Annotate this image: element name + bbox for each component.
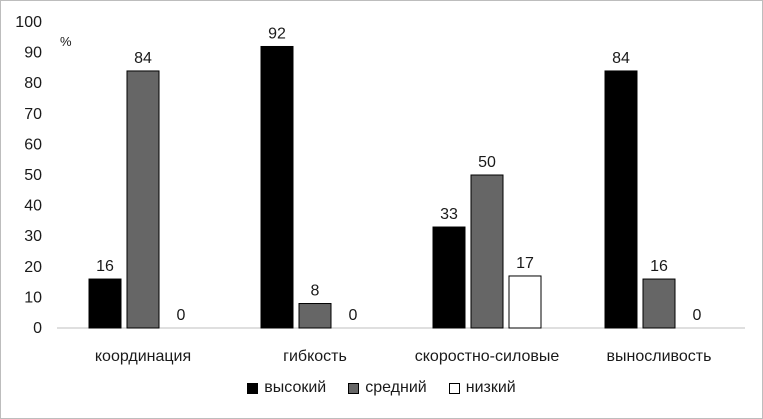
y-tick-label: 60 [24, 136, 42, 153]
data-label: 0 [693, 307, 702, 324]
data-label: 17 [516, 255, 534, 272]
data-label: 16 [96, 258, 114, 275]
data-label: 84 [612, 50, 630, 67]
data-label: 84 [134, 50, 152, 67]
y-tick-label: 30 [24, 228, 42, 245]
y-tick-label: 0 [33, 320, 42, 337]
y-tick-label: 50 [24, 167, 42, 184]
legend-swatch-low [448, 382, 460, 394]
y-tick-label: 10 [24, 289, 42, 306]
data-label: 16 [650, 258, 668, 275]
legend-swatch-high [247, 382, 259, 394]
bar [298, 303, 332, 329]
y-tick-label: 80 [24, 75, 42, 92]
bar [88, 278, 122, 329]
y-tick-label: 100 [15, 14, 42, 31]
legend-item-medium: средний [348, 379, 427, 397]
legend-item-low: низкий [448, 379, 516, 397]
legend-swatch-medium [348, 382, 360, 394]
data-label: 50 [478, 154, 496, 171]
legend-label-medium: средний [365, 379, 427, 396]
bar [432, 226, 466, 329]
y-tick-label: 20 [24, 259, 42, 276]
y-tick-label: 70 [24, 106, 42, 123]
data-label: 33 [440, 206, 458, 223]
bar [126, 70, 160, 329]
legend-label-high: высокий [264, 379, 327, 396]
legend-item-high: высокий [247, 379, 326, 397]
y-tick-label: 40 [24, 198, 42, 215]
y-tick-label: 90 [24, 45, 42, 62]
x-category-label: координация [95, 348, 191, 365]
bar [470, 174, 504, 329]
data-label: 0 [349, 307, 358, 324]
unit-label: % [60, 34, 72, 49]
data-label: 92 [268, 25, 286, 42]
x-category-label: скоростно-силовые [415, 348, 560, 365]
bar [642, 278, 676, 329]
data-label: 8 [311, 283, 320, 300]
bar [508, 275, 542, 329]
data-label: 0 [177, 307, 186, 324]
legend: высокий средний низкий [0, 379, 763, 397]
x-category-label: гибкость [283, 348, 347, 365]
legend-label-low: низкий [465, 379, 516, 396]
bar [260, 45, 294, 329]
bar [604, 70, 638, 329]
x-category-label: выносливость [607, 348, 712, 365]
